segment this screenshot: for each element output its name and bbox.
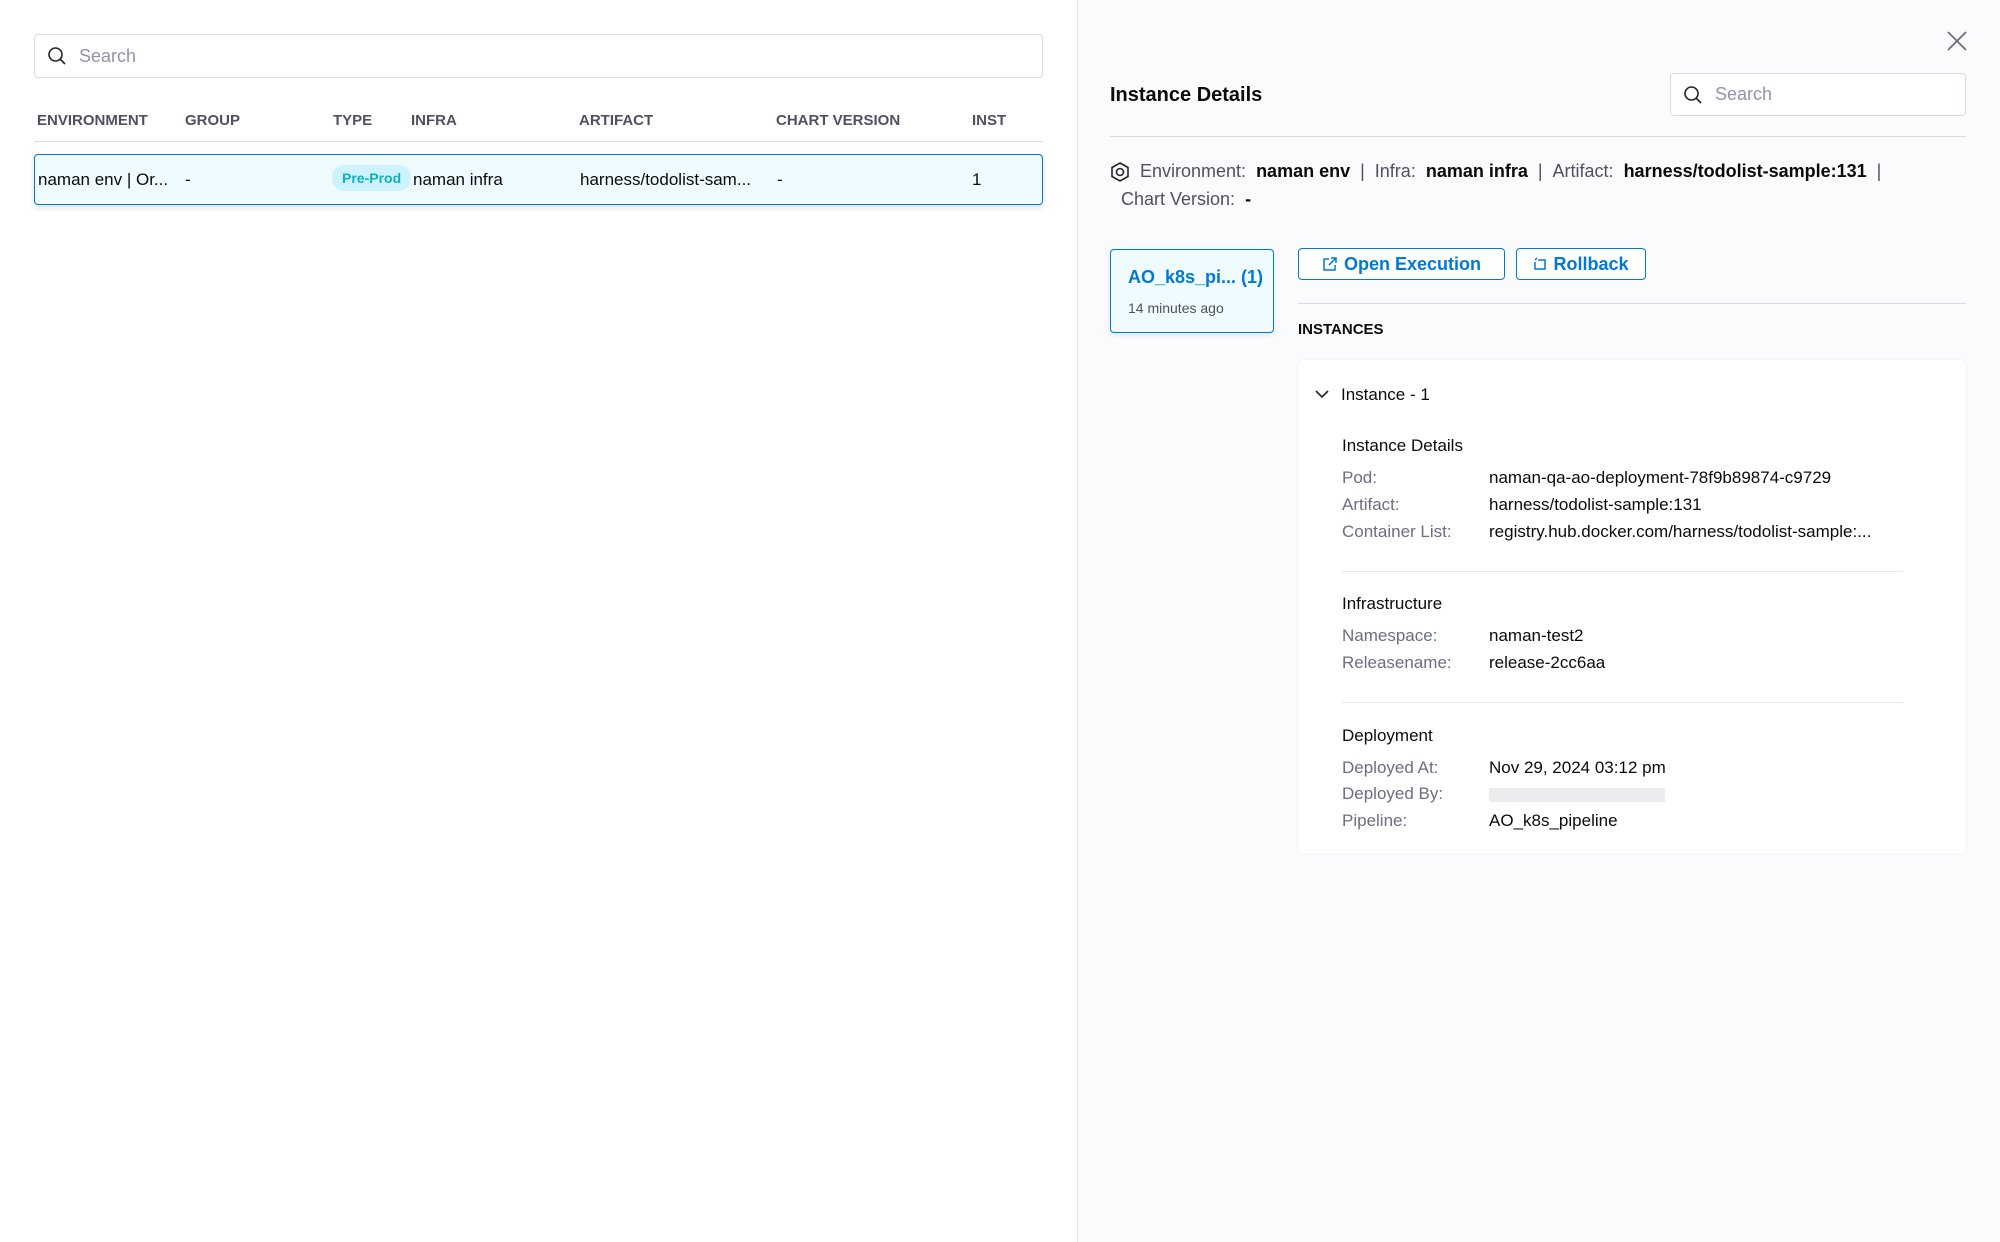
instances-table-panel: ENVIRONMENT GROUP TYPE INFRA ARTIFACT CH…: [34, 0, 1078, 1242]
sep: |: [1360, 161, 1365, 181]
namespace-value: naman-test2: [1489, 626, 1584, 645]
instance-card: [1298, 360, 1966, 853]
artifact-label: Artifact:: [1552, 161, 1614, 181]
col-group[interactable]: GROUP: [185, 112, 241, 129]
open-execution-label: Open Execution: [1343, 253, 1482, 274]
container-value: registry.hub.docker.com/harness/todolist…: [1489, 522, 1872, 541]
pipeline-value[interactable]: AO_k8s_pipeline: [1489, 811, 1618, 830]
pipeline-card[interactable]: AO_k8s_pi... (1) 14 minutes ago: [1110, 249, 1274, 333]
header-divider: [34, 141, 1043, 142]
details-search-input[interactable]: [1715, 84, 1941, 105]
rollback-label: Rollback: [1553, 253, 1629, 274]
type-badge: Pre-Prod: [332, 165, 412, 191]
cell-group: -: [185, 170, 191, 189]
artifact-value: harness/todolist-sample:131: [1489, 495, 1702, 514]
rollback-button[interactable]: Rollback: [1516, 248, 1646, 280]
deployed-by-label: Deployed By:: [1342, 784, 1444, 803]
cell-infra: naman infra: [413, 170, 503, 189]
chevron-down-icon[interactable]: [1314, 388, 1330, 400]
table-search[interactable]: [34, 34, 1043, 78]
search-input[interactable]: [79, 45, 875, 67]
infra-value: naman infra: [1425, 161, 1528, 181]
divider: [1298, 303, 1966, 304]
sep: |: [1537, 161, 1543, 181]
chart-label: Chart Version:: [1121, 189, 1236, 209]
pipeline-label: Pipeline:: [1342, 811, 1408, 830]
cell-inst: 1: [972, 170, 982, 189]
releasename-value: release-2cc6aa: [1489, 653, 1606, 672]
summary-line: Environment: naman env | Infra: naman in…: [1110, 161, 1881, 182]
deployment-heading: Deployment: [1342, 726, 1433, 745]
search-icon: [48, 47, 66, 65]
table-row[interactable]: [34, 154, 1043, 205]
pod-label: Pod:: [1342, 468, 1377, 487]
pod-value: naman-qa-ao-deployment-78f9b89874-c9729: [1489, 468, 1832, 487]
chart-value: -: [1245, 189, 1252, 209]
external-link-icon: [1323, 257, 1337, 271]
col-artifact[interactable]: ARTIFACT: [579, 112, 654, 129]
artifact-value: harness/todolist-sample:131: [1623, 161, 1867, 181]
open-execution-button[interactable]: Open Execution: [1298, 248, 1505, 280]
deployed-at-value: Nov 29, 2024 03:12 pm: [1489, 758, 1666, 777]
divider: [1110, 136, 1966, 137]
col-infra[interactable]: INFRA: [411, 112, 457, 129]
container-label: Container List:: [1342, 522, 1452, 541]
close-icon[interactable]: [1946, 30, 1968, 52]
deployed-at-label: Deployed At:: [1342, 758, 1439, 777]
namespace-label: Namespace:: [1342, 626, 1438, 645]
pipeline-card-time: 14 minutes ago: [1128, 300, 1224, 316]
col-chart-version[interactable]: CHART VERSION: [776, 112, 901, 129]
instance-title[interactable]: Instance - 1: [1341, 385, 1430, 404]
instances-heading: INSTANCES: [1298, 321, 1384, 338]
env-label: Environment:: [1140, 161, 1247, 181]
artifact-label: Artifact:: [1342, 495, 1400, 514]
col-type[interactable]: TYPE: [333, 112, 373, 129]
instance-details-heading: Instance Details: [1342, 436, 1463, 455]
environment-icon: [1111, 161, 1129, 182]
cell-chart-version: -: [777, 170, 783, 189]
infra-label: Infra:: [1374, 161, 1416, 181]
cell-artifact: harness/todolist-sam...: [580, 170, 752, 189]
chart-version-line: Chart Version: -: [1121, 189, 1251, 210]
divider: [1342, 702, 1903, 703]
details-search[interactable]: [1670, 73, 1966, 116]
releasename-label: Releasename:: [1342, 653, 1452, 672]
cell-environment: naman env | Or...: [38, 170, 169, 189]
redacted-user: [1489, 788, 1665, 802]
sep: |: [1876, 161, 1882, 181]
divider: [1342, 571, 1903, 572]
pipeline-card-name: AO_k8s_pi... (1): [1128, 267, 1264, 287]
infrastructure-heading: Infrastructure: [1342, 594, 1443, 613]
env-value: naman env: [1256, 161, 1351, 181]
panel-title: Instance Details: [1110, 84, 1263, 106]
rollback-icon: [1534, 257, 1547, 270]
col-environment[interactable]: ENVIRONMENT: [37, 112, 148, 129]
search-icon: [1684, 85, 1702, 104]
col-inst[interactable]: INST: [972, 112, 1007, 129]
